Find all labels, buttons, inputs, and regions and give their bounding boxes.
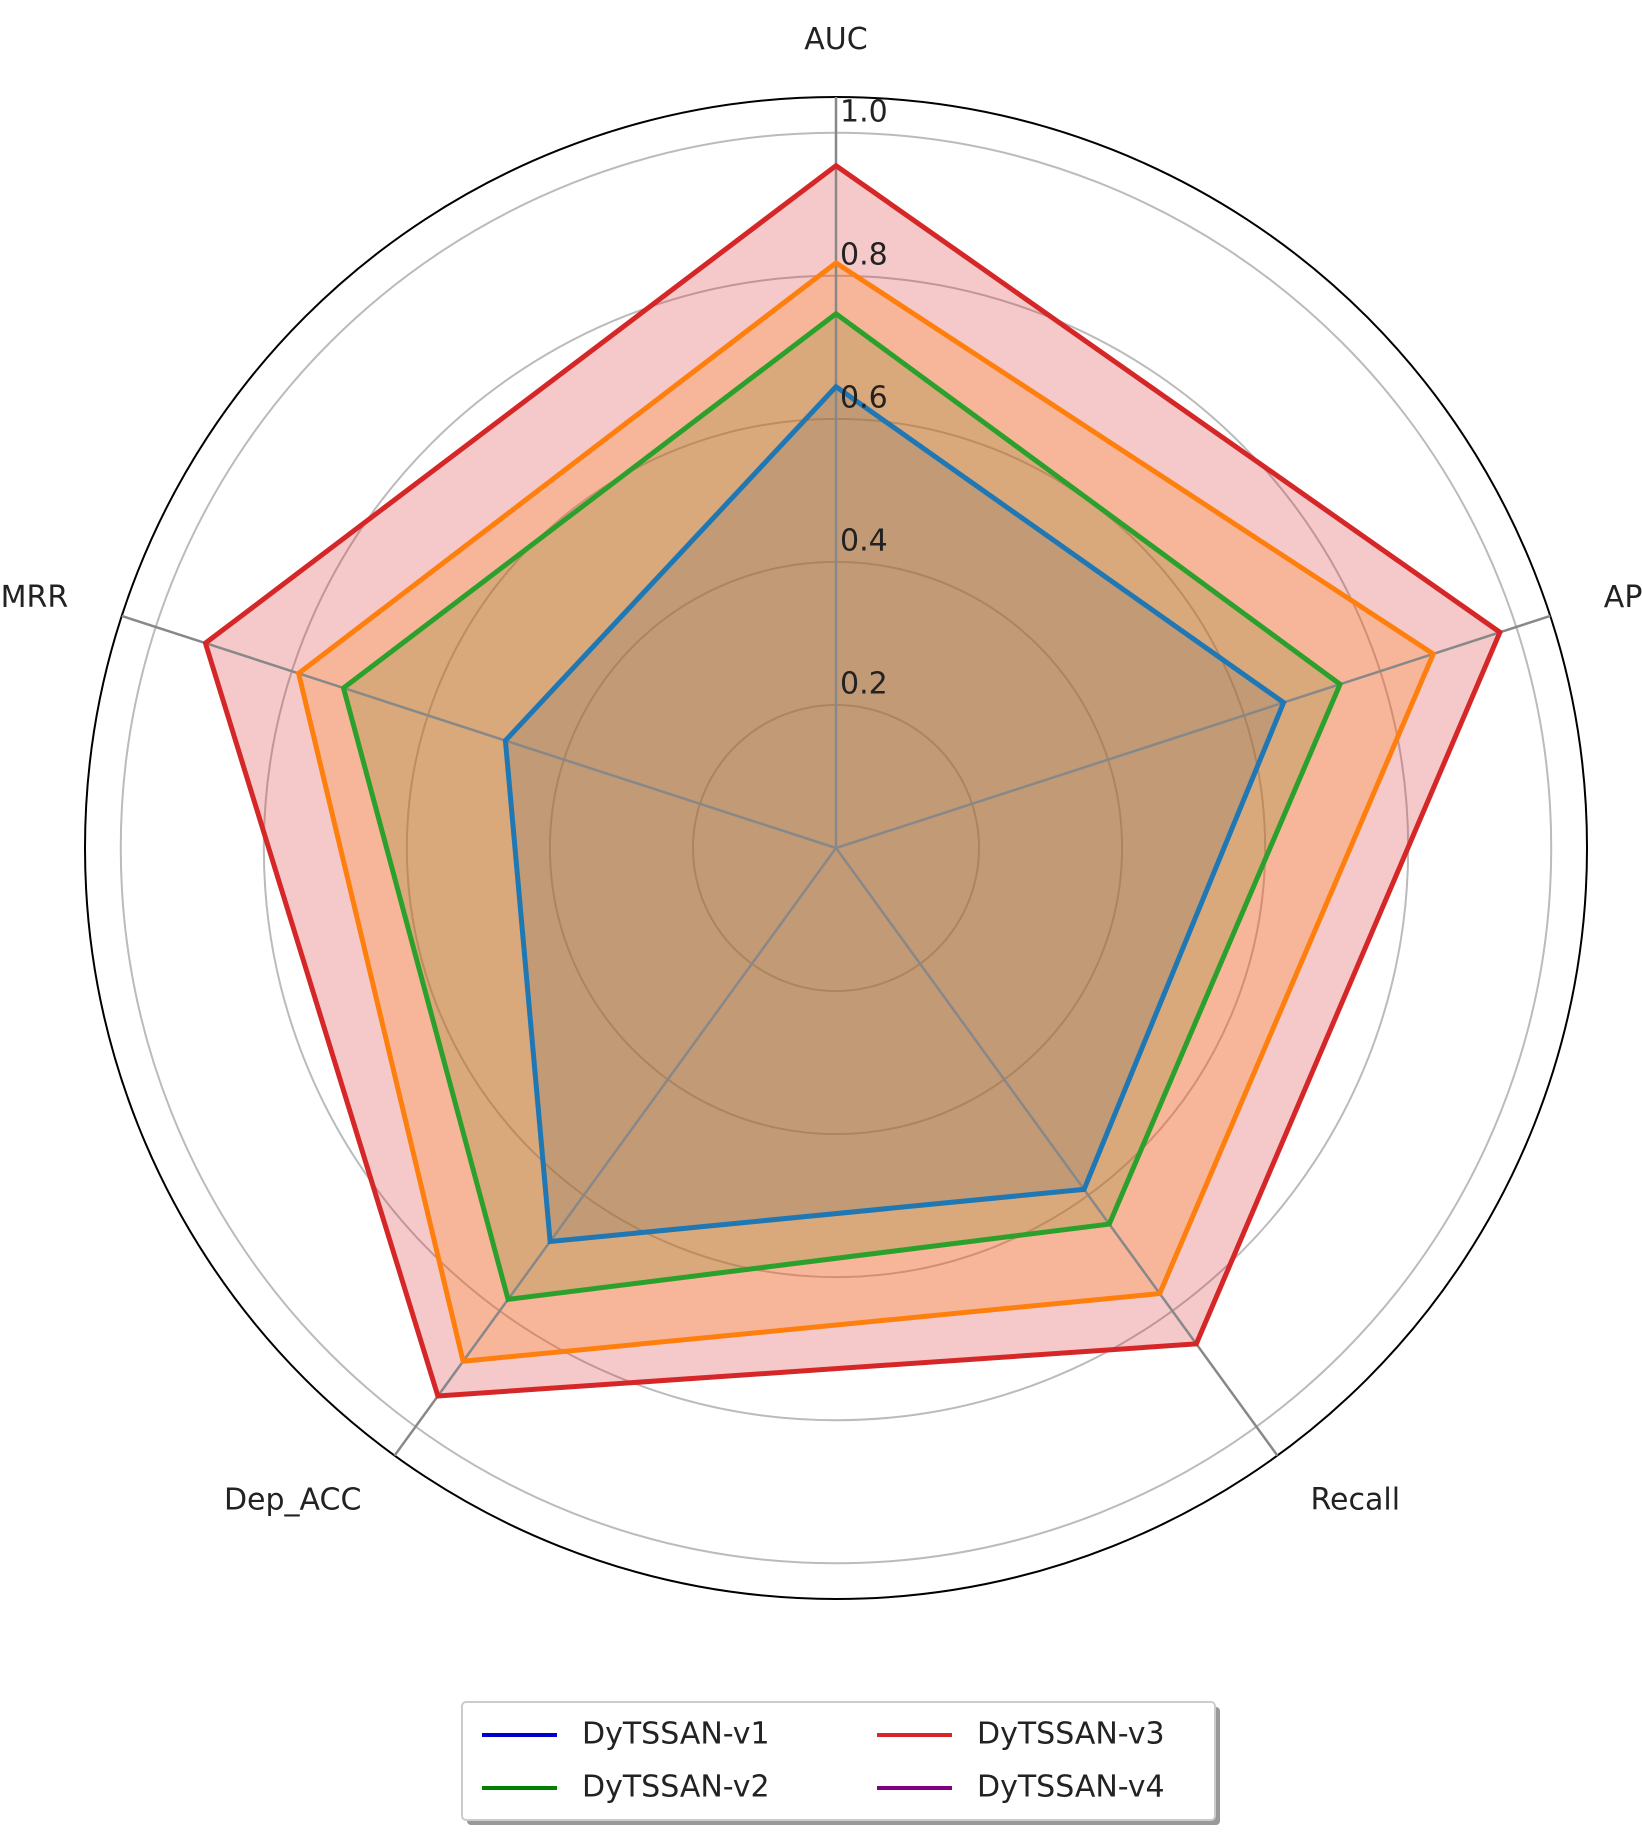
- spoke: [834, 847, 1279, 1457]
- spoke: [121, 614, 837, 850]
- spoke: [393, 847, 838, 1457]
- r-tick-label: 0.6: [840, 380, 888, 415]
- axis-label: Dep_ACC: [224, 1483, 362, 1518]
- series-area: [205, 165, 1500, 1396]
- series-line: [202, 162, 1504, 1399]
- r-tick-label: 0.4: [840, 523, 888, 558]
- axis-label: Recall: [1311, 1483, 1401, 1518]
- axis-label: MRR: [1, 580, 69, 615]
- r-tick-label: 0.2: [840, 666, 888, 701]
- legend-label: DyTSSAN-v2: [582, 1770, 770, 1805]
- legend-label: DyTSSAN-v4: [977, 1770, 1165, 1805]
- axis-label: AUC: [804, 22, 867, 57]
- series-area: [505, 386, 1284, 1242]
- axis-label: AP: [1604, 580, 1642, 615]
- legend-box: [461, 1701, 1216, 1821]
- r-tick-label: 0.8: [840, 237, 888, 272]
- series-line: [340, 310, 1344, 1303]
- r-tick-label: 1.0: [840, 94, 888, 129]
- series-area: [343, 313, 1341, 1300]
- series-area: [298, 262, 1434, 1362]
- legend-label: DyTSSAN-v1: [582, 1717, 770, 1752]
- series-line: [295, 259, 1437, 1364]
- legend-label: DyTSSAN-v3: [977, 1717, 1165, 1752]
- series-line: [502, 383, 1287, 1245]
